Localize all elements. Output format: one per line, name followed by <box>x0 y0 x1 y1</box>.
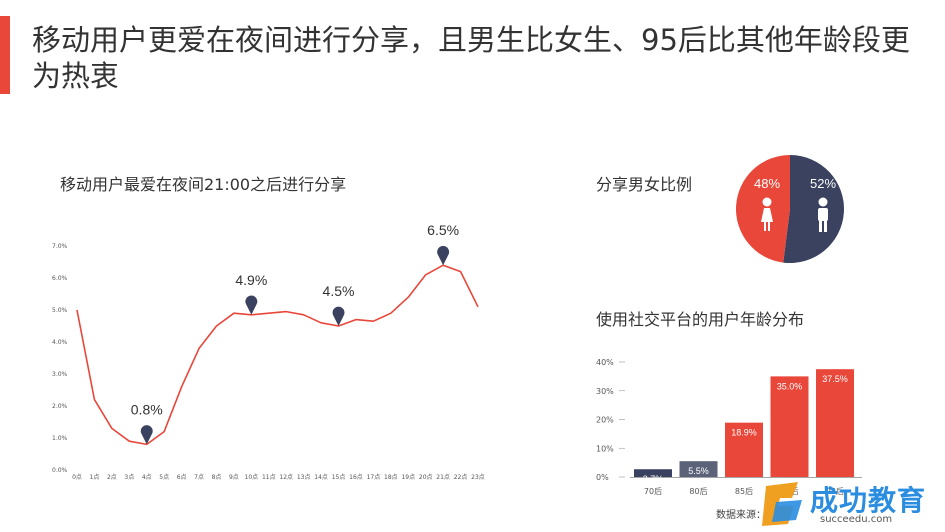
pie-label-female: 48% <box>754 176 780 191</box>
line-x-tick-label: 9点 <box>229 473 239 481</box>
line-annotation-label: 0.8% <box>131 401 163 417</box>
line-x-tick-label: 14点 <box>314 473 328 481</box>
bar-value-label: 35.0% <box>777 381 803 391</box>
bar-value-label: 18.9% <box>731 428 757 438</box>
bar <box>725 422 763 477</box>
logo-url: succeedu.com <box>820 514 893 525</box>
female-icon-leg <box>764 222 766 231</box>
line-x-tick-label: 18点 <box>384 473 398 481</box>
line-x-tick-label: 6点 <box>177 473 187 481</box>
line-x-tick-label: 21点 <box>436 473 450 481</box>
line-y-tick-label: 7.0% <box>52 243 68 250</box>
pie-label-male: 52% <box>810 176 836 191</box>
line-series-path <box>76 264 479 446</box>
male-icon-leg <box>824 220 827 232</box>
female-icon <box>762 197 772 207</box>
male-icon <box>818 197 828 207</box>
line-x-tick-label: 22点 <box>454 473 468 481</box>
line-x-tick-label: 15点 <box>332 473 346 481</box>
bar-chart-title: 使用社交平台的用户年龄分布 <box>596 310 805 329</box>
male-icon-body <box>818 208 828 221</box>
bar <box>816 369 854 477</box>
bar-y-tick-label: 40% <box>596 358 614 367</box>
line-x-tick-label: 4点 <box>142 473 152 481</box>
line-y-tick-label: 3.0% <box>52 371 68 378</box>
male-icon-leg <box>819 220 822 232</box>
line-annotation-label: 4.5% <box>323 283 355 299</box>
line-annotation-marker <box>437 245 450 266</box>
line-y-tick-label: 0.0% <box>52 467 68 474</box>
line-annotation-marker <box>245 295 258 315</box>
bar-value-label: 2.7% <box>643 474 664 484</box>
line-x-tick-label: 0点 <box>72 473 82 481</box>
line-x-tick-label: 12点 <box>279 473 293 481</box>
bar-y-tick-label: 10% <box>596 444 614 453</box>
logo-text: 成功教育 <box>810 484 927 517</box>
line-x-tick-label: 8点 <box>212 473 222 481</box>
pie-slice <box>736 155 790 263</box>
line-x-tick-label: 10点 <box>245 473 259 481</box>
bar <box>679 461 718 477</box>
female-icon-leg <box>768 222 770 231</box>
line-annotation-label: 6.5% <box>427 222 459 238</box>
source-note: 数据来源： <box>716 510 766 521</box>
female-icon-body <box>761 208 773 222</box>
pie-chart-title: 分享男女比例 <box>596 175 693 194</box>
bar-y-tick-label: 0% <box>596 473 609 482</box>
line-x-tick-label: 11点 <box>262 473 276 481</box>
line-x-tick-label: 1点 <box>90 473 100 481</box>
line-y-tick-label: 1.0% <box>52 435 68 442</box>
bar-x-tick-label: 85后 <box>735 486 753 496</box>
bar-value-label: 5.5% <box>688 466 709 476</box>
line-x-tick-label: 13点 <box>297 473 311 481</box>
line-x-tick-label: 3点 <box>124 473 134 481</box>
logo-mark <box>762 482 802 526</box>
line-annotation-marker <box>332 306 345 326</box>
line-x-tick-label: 16点 <box>349 473 363 481</box>
line-chart-title: 移动用户最爱在夜间21:00之后进行分享 <box>60 175 347 194</box>
pie-slice <box>783 155 845 263</box>
line-x-tick-label: 20点 <box>419 473 433 481</box>
bar-y-tick-label: 30% <box>596 387 614 396</box>
bar-value-label: 37.5% <box>822 374 848 384</box>
line-annotation-marker <box>140 425 153 445</box>
line-y-tick-label: 2.0% <box>52 403 68 410</box>
bar <box>634 469 672 477</box>
bar <box>770 376 809 477</box>
line-y-tick-label: 6.0% <box>52 275 68 282</box>
title-accent-bar <box>0 16 10 94</box>
bar-x-tick-label: 70后 <box>644 486 662 496</box>
bar-y-tick-label: 20% <box>596 416 614 425</box>
line-x-tick-label: 23点 <box>471 473 485 481</box>
line-x-tick-label: 17点 <box>367 473 381 481</box>
line-x-tick-label: 2点 <box>107 473 117 481</box>
bar-x-tick-label: 80后 <box>689 486 707 496</box>
line-y-tick-label: 4.0% <box>52 339 68 346</box>
page-title: 移动用户更爱在夜间进行分享，且男生比女生、95后比其他年龄段更为热衷 <box>32 23 910 93</box>
bar-x-tick-label: 95后 <box>826 486 844 496</box>
line-x-tick-label: 7点 <box>194 473 204 481</box>
line-y-tick-label: 5.0% <box>52 307 68 314</box>
line-x-tick-label: 5点 <box>159 473 169 481</box>
line-annotation-label: 4.9% <box>235 272 267 288</box>
line-x-tick-label: 19点 <box>401 473 415 481</box>
